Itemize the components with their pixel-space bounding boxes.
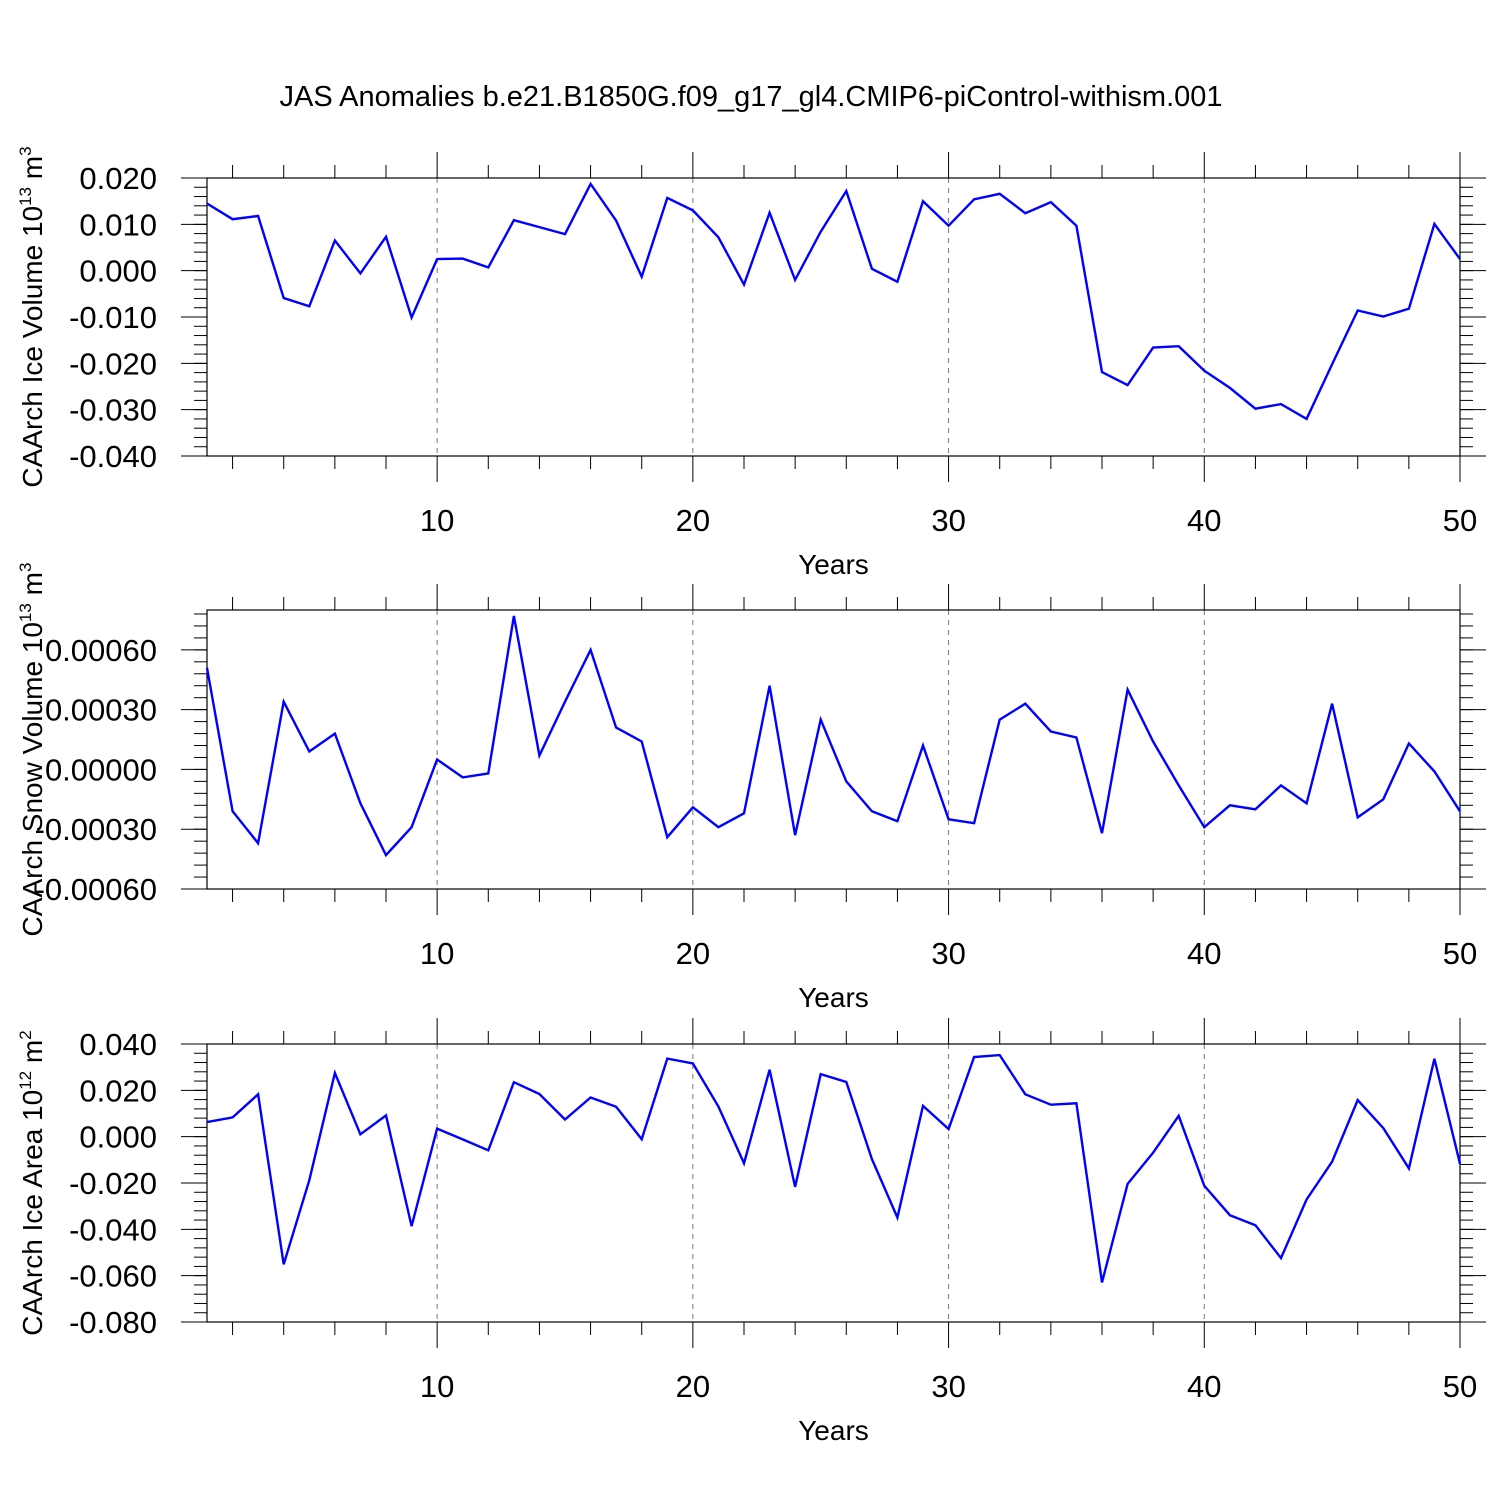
y-axis-label: CAArch Ice Volume 1013 m3 [16,146,48,487]
y-axis-label-exponent: 13 [16,603,35,622]
x-tick-label: 20 [676,1369,710,1404]
y-tick-label: -0.010 [69,300,157,335]
y-tick-label: -0.020 [69,1166,157,1201]
x-tick-label: 40 [1187,936,1221,971]
y-tick-label: -0.040 [69,439,157,474]
y-tick-label: -0.030 [69,393,157,428]
y-axis-label-unit-exponent: 3 [16,563,35,572]
y-axis-label-unit-exponent: 3 [16,146,35,155]
y-axis-label: CAArch Snow Volume 1013 m3 [16,563,48,937]
x-tick-label: 40 [1187,503,1221,538]
series-line [206,181,1461,421]
x-tick-label: 30 [931,936,965,971]
x-tick-label: 10 [420,503,454,538]
y-axis-label-text: CAArch Ice Volume 10 [17,206,48,488]
series-line [206,1053,1462,1283]
y-axis-label-unit-exponent: 2 [16,1030,35,1039]
x-axis-label: Years [798,1415,869,1446]
plot-frame [206,177,1461,457]
x-tick-label: 50 [1443,936,1477,971]
y-axis-label-exponent: 12 [16,1071,35,1090]
y-tick-label: 0.00000 [45,752,157,787]
panel-1: 10 20 30 40 50 -0.040 -0.030 -0.020 -0.010 0.000 0… [16,146,1486,580]
x-tick-label: 20 [676,503,710,538]
panels: 10 20 30 40 50-0.040-0.030-0.020-0.0100.0000… [16,146,1486,1446]
x-tick-label: 30 [931,1369,965,1404]
y-tick-label: 0.020 [79,1073,157,1108]
figure-title: JAS Anomalies b.e21.B1850G.f09_g17_gl4.C… [279,81,1222,113]
x-tick-label: 30 [931,503,965,538]
y-tick-label: -0.040 [69,1212,157,1247]
y-tick-label: -0.060 [69,1259,157,1294]
y-axis-label-exponent: 13 [16,187,35,206]
y-tick-label: -0.020 [69,346,157,381]
series-line [205,615,1462,858]
x-axis-label: Years [798,549,869,580]
y-tick-label: -0.00060 [35,872,157,907]
y-axis-label-text: CAArch Ice Area 10 [17,1090,48,1336]
y-tick-label: 0.040 [79,1027,157,1062]
x-tick-label: 10 [420,1369,454,1404]
y-axis-label-unit: m [17,572,48,603]
y-tick-label: 0.010 [79,207,157,242]
y-axis-label-text: CAArch Snow Volume 10 [17,622,48,936]
y-tick-label: 0.000 [79,254,157,289]
y-tick-label: 0.00030 [45,693,157,728]
plot-frame [206,609,1461,890]
y-tick-label: 0.000 [79,1120,157,1155]
x-tick-label: 40 [1187,1369,1221,1404]
y-tick-label: 0.00060 [45,633,157,668]
y-tick-label: 0.020 [79,161,157,196]
y-axis-label-unit: m [17,156,48,187]
panel-3: 10 20 30 40 50 -0.080 -0.060 -0.040 -0.020 0.000 0… [16,1018,1486,1446]
plot-frame [206,1043,1461,1323]
y-axis-label: CAArch Ice Area 1012 m2 [16,1030,48,1335]
y-tick-label: -0.00030 [35,812,157,847]
x-tick-label: 10 [420,936,454,971]
x-tick-label: 50 [1443,1369,1477,1404]
panel-2: 10 20 30 40 50 -0.00060 -0.00030 0.00000 0.00030… [16,563,1486,1013]
y-tick-label: -0.080 [69,1305,157,1340]
x-tick-label: 20 [676,936,710,971]
x-axis-label: Years [798,982,869,1013]
y-axis-label-unit: m [17,1040,48,1071]
x-tick-label: 50 [1443,503,1477,538]
